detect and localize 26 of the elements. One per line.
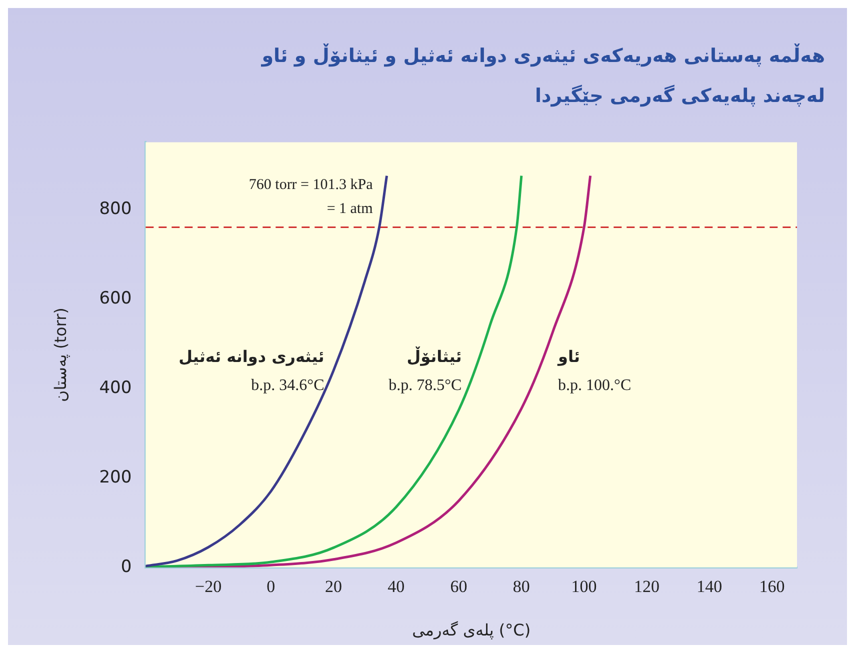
- x-tick-label: 120: [634, 577, 660, 596]
- x-tick-label: −20: [194, 577, 222, 596]
- x-tick-label: 160: [759, 577, 785, 596]
- y-tick-label: 400: [99, 378, 132, 398]
- x-tick-label: 100: [571, 577, 597, 596]
- y-tick-label: 600: [99, 288, 132, 308]
- x-tick-label: 0: [266, 577, 276, 596]
- ref-line-label: 760 torr = 101.3 kPa = 1 atm: [248, 177, 374, 218]
- x-axis-title: پلەی گەرمی (°C): [412, 620, 531, 640]
- series-label: ئیثەری دوانە ئەثیل: [178, 347, 324, 366]
- x-tick-label: 40: [388, 577, 405, 596]
- y-tick-label: 0: [120, 556, 132, 577]
- annotation: b.p. 78.5°C: [388, 377, 462, 394]
- x-tick-label: 140: [696, 577, 722, 596]
- y-tick-label: 200: [99, 467, 132, 488]
- line-series: [146, 174, 388, 568]
- x-tick-label: 80: [512, 577, 530, 596]
- annotation: b.p. 34.6°C: [251, 377, 324, 394]
- x-tick-label: 20: [325, 577, 342, 596]
- y-axis-title: پەستان (torr): [50, 308, 70, 402]
- series-label: ئاو: [557, 347, 580, 366]
- annotation: b.p. 100.°C: [558, 377, 632, 394]
- x-tick-label: 60: [450, 577, 468, 596]
- series-label: ئیثانۆڵ: [406, 346, 462, 366]
- y-tick-label: 800: [99, 198, 132, 219]
- chart-title: هەڵمە پەستانی هەریەکەی ئیثەری دوانە ئەثیل و ئیثانۆڵ و ئاو لەچەند پلەیەکی گەرمی جێگیردا: [260, 42, 825, 109]
